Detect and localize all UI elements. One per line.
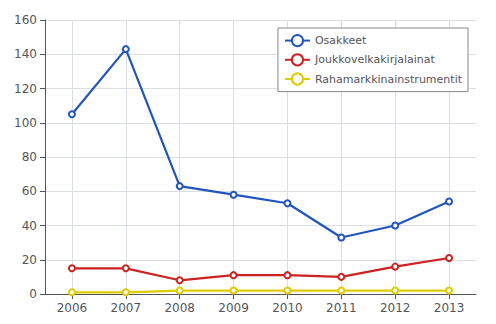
svg-text:Osakkeet: Osakkeet (315, 34, 367, 47)
svg-text:2010: 2010 (272, 301, 303, 315)
svg-text:Joukkovelkakirjalainat: Joukkovelkakirjalainat (314, 53, 436, 66)
svg-text:0: 0 (29, 287, 37, 301)
svg-text:Rahamarkkinainstrumentit: Rahamarkkinainstrumentit (315, 73, 463, 86)
svg-text:40: 40 (22, 219, 37, 233)
svg-text:2011: 2011 (326, 301, 357, 315)
svg-text:60: 60 (22, 184, 37, 198)
svg-text:2008: 2008 (164, 301, 195, 315)
svg-text:2012: 2012 (380, 301, 411, 315)
svg-text:100: 100 (14, 116, 37, 130)
svg-text:2007: 2007 (111, 301, 142, 315)
svg-text:20: 20 (22, 253, 37, 267)
svg-text:140: 140 (14, 47, 37, 61)
svg-text:2006: 2006 (57, 301, 88, 315)
svg-text:2009: 2009 (218, 301, 249, 315)
svg-text:2013: 2013 (434, 301, 465, 315)
svg-text:80: 80 (22, 150, 37, 164)
svg-text:120: 120 (14, 82, 37, 96)
svg-text:160: 160 (14, 13, 37, 27)
